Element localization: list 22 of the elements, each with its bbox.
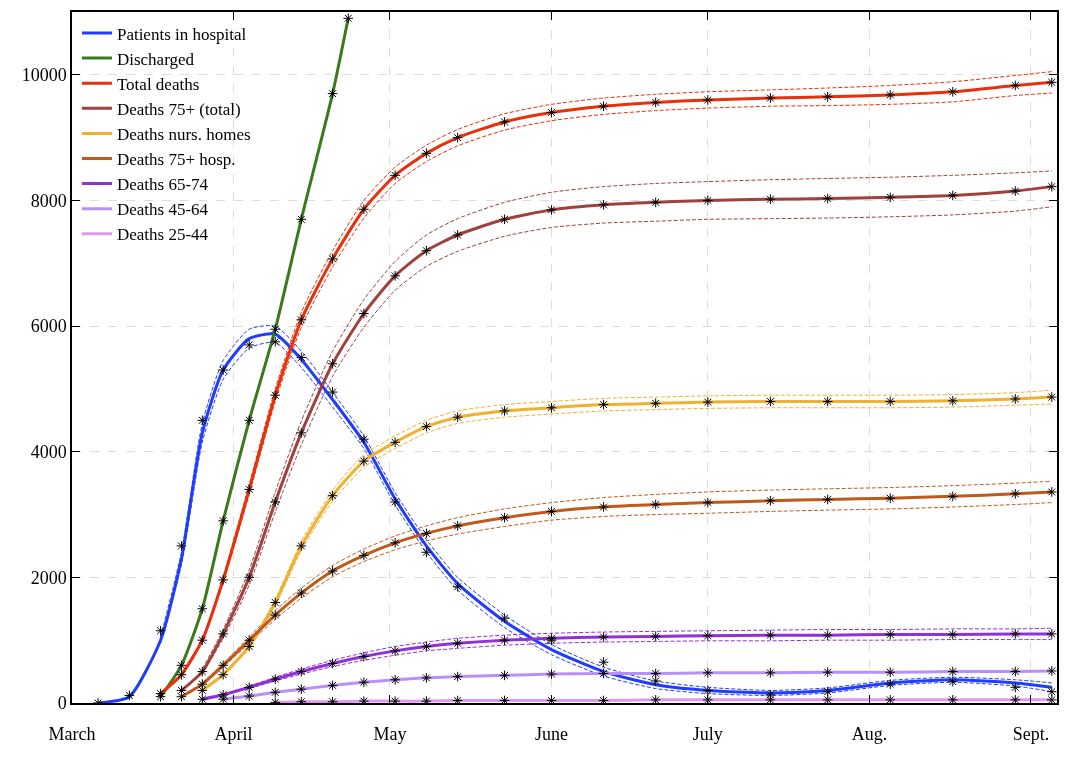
legend-label: Deaths nurs. homes <box>116 125 251 145</box>
x-tick-label: April <box>214 724 253 745</box>
x-tick-label: July <box>692 724 723 745</box>
y-tick-label: 8000 <box>30 190 67 211</box>
legend-label: Deaths 25-44 <box>116 225 209 245</box>
legend-label: Patients in hospital <box>116 24 247 44</box>
x-tick-label: March <box>48 724 96 745</box>
x-tick-label: Aug. <box>851 724 888 745</box>
x-tick-label: May <box>373 724 407 745</box>
legend-label: Deaths 75+ (total) <box>116 99 241 119</box>
legend-label: Deaths 65-74 <box>116 175 209 195</box>
y-tick-label: 0 <box>57 693 67 714</box>
legend-label: Total deaths <box>116 74 200 94</box>
legend-label: Deaths 75+ hosp. <box>116 150 236 170</box>
y-tick-label: 2000 <box>30 567 67 588</box>
y-tick-label: 6000 <box>30 316 67 337</box>
y-tick-label: 10000 <box>21 65 67 86</box>
x-tick-label: June <box>534 724 568 745</box>
y-tick-label: 4000 <box>30 442 67 463</box>
legend-label: Deaths 45-64 <box>116 200 209 220</box>
x-tick-label: Sept. <box>1012 724 1050 745</box>
legend-label: Discharged <box>116 49 195 69</box>
